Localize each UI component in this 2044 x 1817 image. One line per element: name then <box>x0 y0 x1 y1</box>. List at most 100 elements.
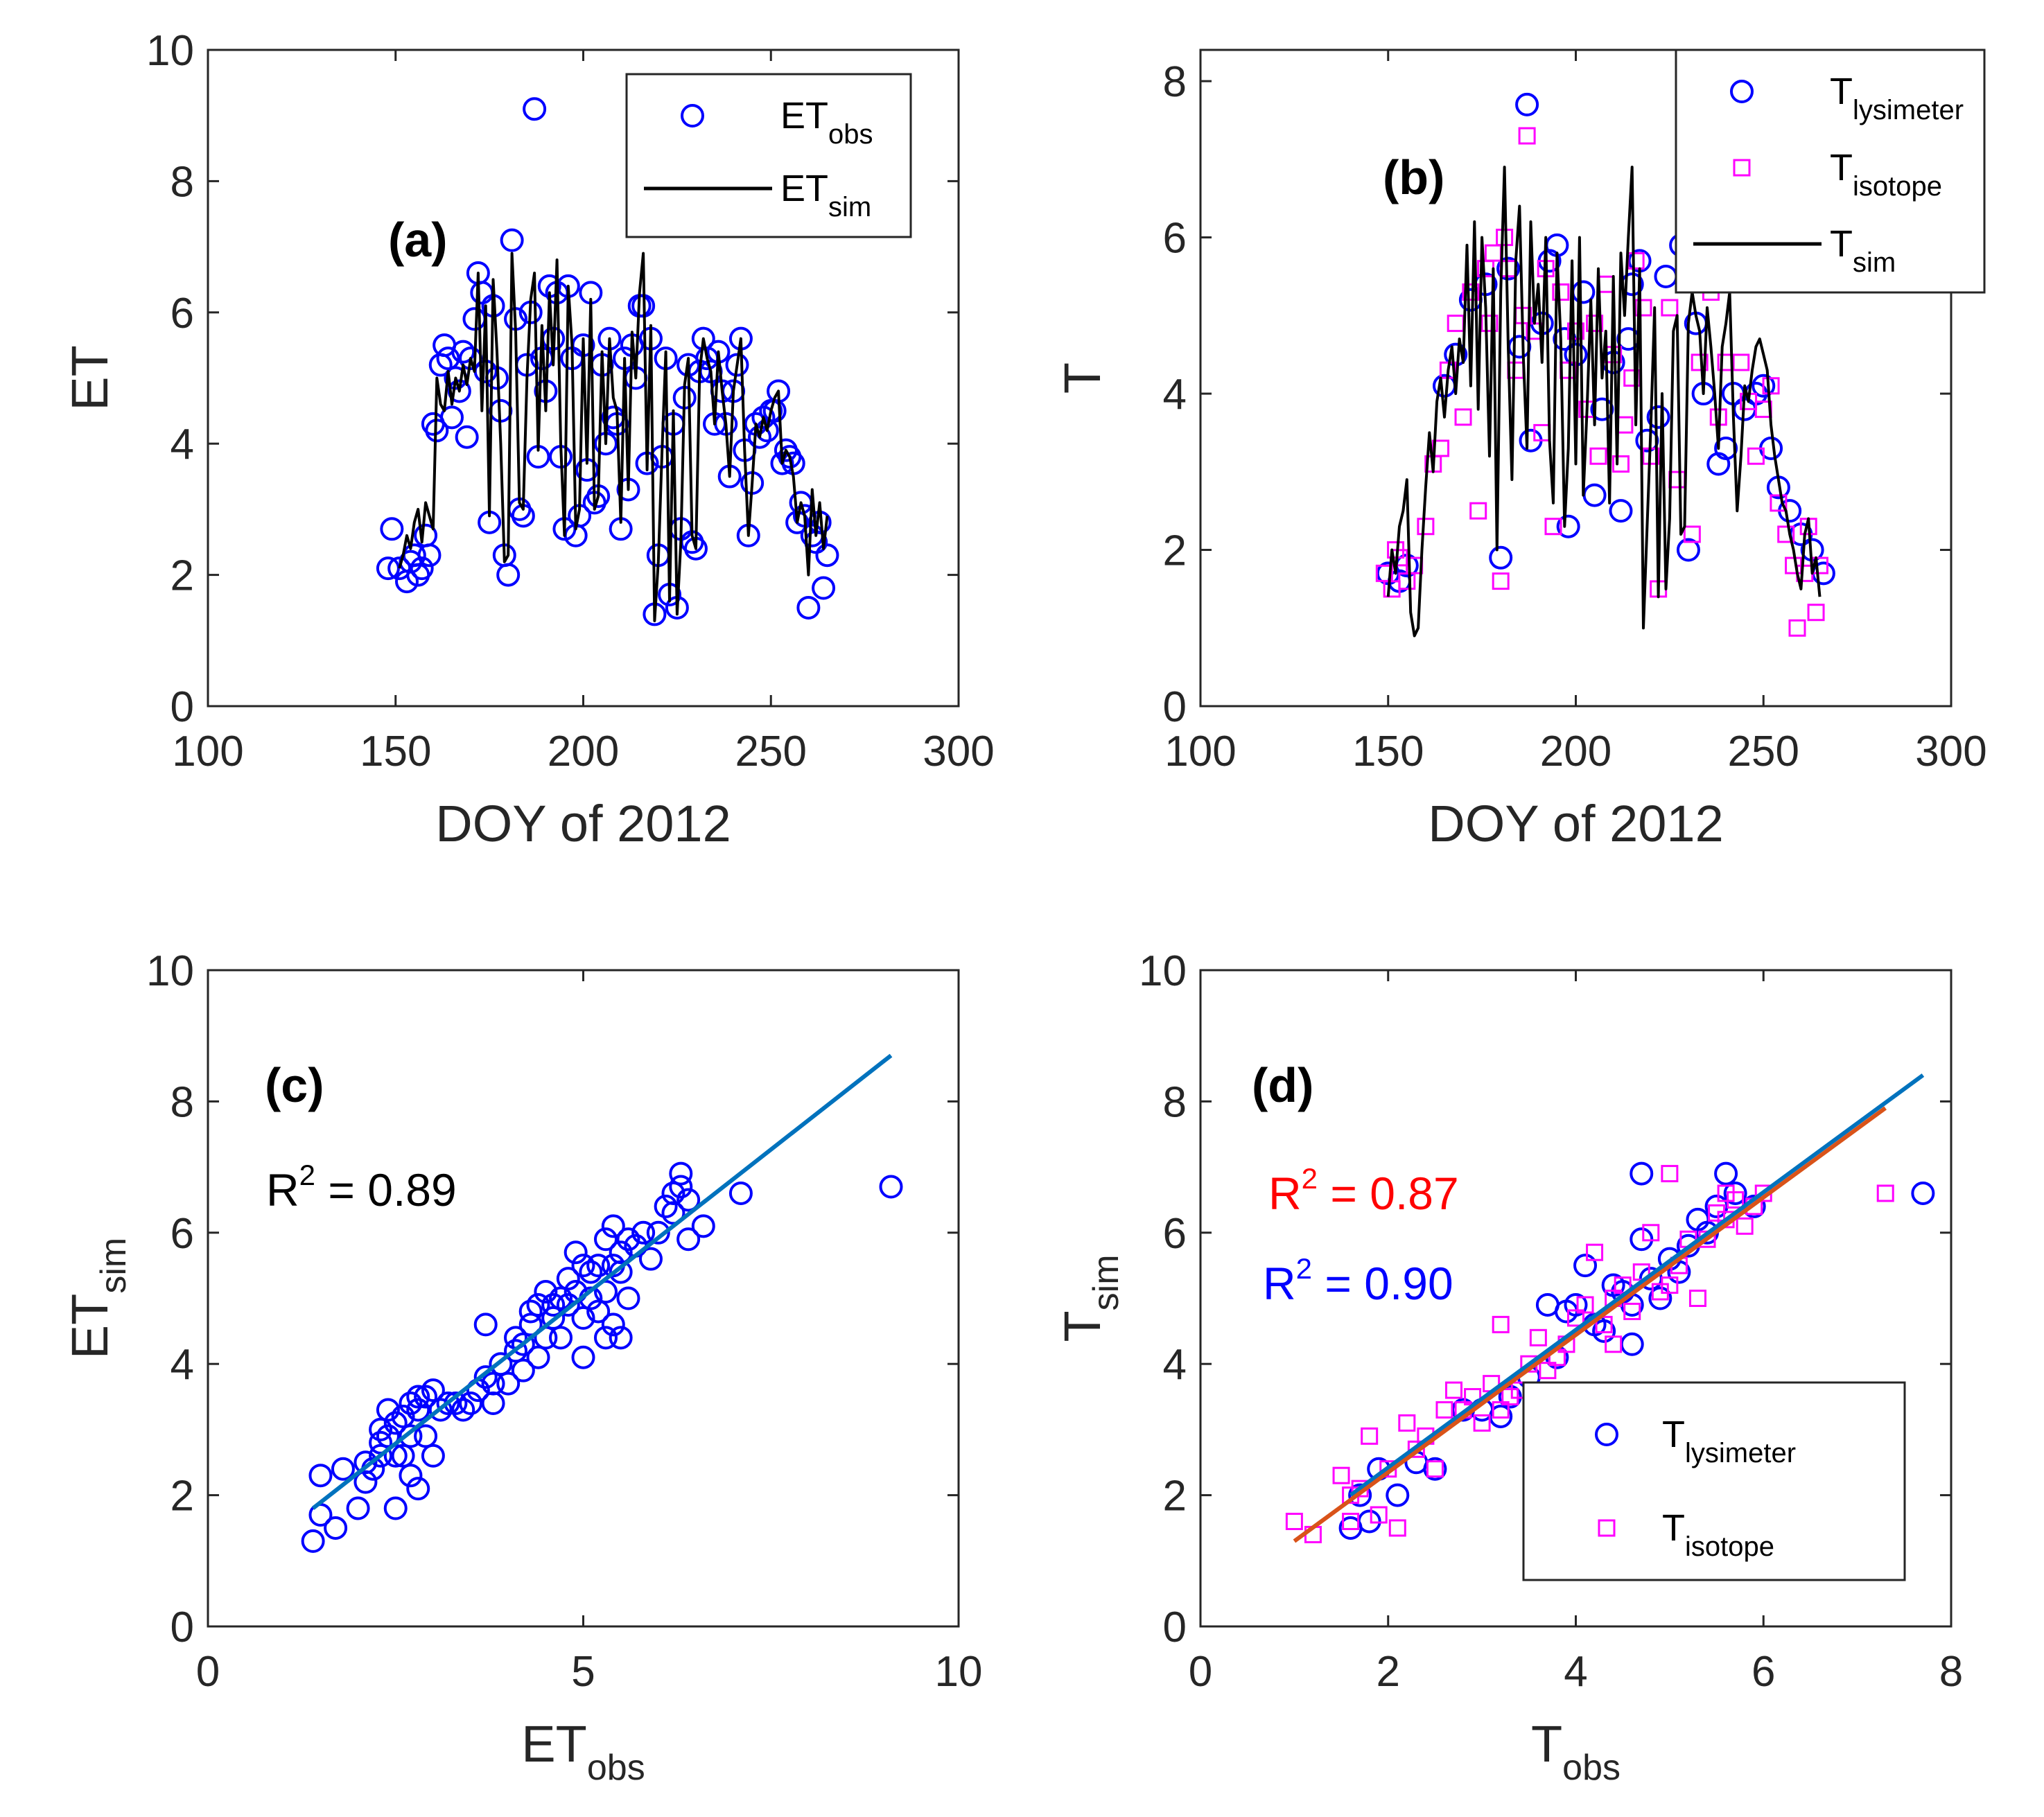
point-et-obs-vs-et-sim <box>534 1280 558 1304</box>
series-line-fit-isotope <box>1293 1106 1887 1543</box>
point-et-obs <box>439 405 464 430</box>
point-et-obs-vs-et-sim <box>399 1464 423 1488</box>
point-et-obs-vs-et-sim <box>541 1292 566 1317</box>
point-et-obs-vs-et-sim <box>579 1260 603 1284</box>
point-t-lysimeter <box>1630 1161 1654 1186</box>
y-tick-label: 6 <box>171 1210 194 1258</box>
point-t-isotope <box>1661 299 1679 317</box>
point-t-isotope <box>1807 604 1825 622</box>
point-et-obs-vs-et-sim <box>556 1267 580 1291</box>
y-tick-label: 2 <box>171 552 194 600</box>
point-et-obs-vs-et-sim <box>481 1392 505 1416</box>
x-axis-label: Tobs <box>1531 1715 1621 1788</box>
point-t-isotope <box>1691 353 1709 371</box>
legend-label-main: ET <box>780 95 828 137</box>
panel-b: 100 150 200 250 300 0 2 4 6 8 DOY of 2012 T (b) Tlysi… <box>1054 49 1987 852</box>
point-et-obs-vs-et-sim <box>391 1443 415 1468</box>
x-tick-label: 10 <box>935 1648 983 1696</box>
y-axis-label: ET <box>61 345 119 411</box>
point-t-isotope <box>1435 1401 1453 1419</box>
point-t-isotope <box>1732 353 1750 371</box>
y-tick-label: 0 <box>171 1604 194 1651</box>
y-axis-label: Tsim <box>1054 1254 1126 1342</box>
y-axis-label-main: ET <box>61 345 119 411</box>
point-t-isotope <box>1342 1512 1360 1530</box>
x-tick-label: 8 <box>1939 1648 1963 1696</box>
point-t-lysimeter <box>1714 1161 1738 1186</box>
plot-area-b <box>1375 92 1835 638</box>
point-t-isotope <box>1597 275 1615 293</box>
point-et-obs-vs-et-sim <box>459 1392 483 1416</box>
legend-marker-circle <box>1595 1423 1618 1446</box>
y-tick-label: 8 <box>1163 58 1187 106</box>
point-et-obs-vs-et-sim <box>331 1457 355 1481</box>
x-tick-label: 100 <box>1164 728 1236 775</box>
y-tick-label: 0 <box>1163 1604 1187 1651</box>
point-et-obs-vs-et-sim <box>669 1161 693 1186</box>
point-t-isotope <box>1462 283 1480 301</box>
point-t-lysimeter <box>1515 92 1539 116</box>
y-tick-label: 4 <box>171 1341 194 1389</box>
point-t-isotope <box>1484 244 1502 262</box>
point-t-lysimeter <box>1609 499 1633 523</box>
point-et-obs-vs-et-sim <box>601 1313 625 1337</box>
point-t-isotope <box>1717 1184 1735 1202</box>
r-squared-annotation-r: R <box>1268 1168 1302 1219</box>
x-axis-label-sub: obs <box>1562 1748 1621 1788</box>
point-t-isotope <box>1614 1276 1632 1294</box>
point-t-isotope <box>1473 1414 1491 1432</box>
point-t-isotope <box>1661 1276 1679 1294</box>
y-tick-label: 4 <box>171 421 194 468</box>
point-t-lysimeter <box>1648 1286 1672 1310</box>
point-et-obs-vs-et-sim <box>428 1398 453 1422</box>
legend-label: Tsim <box>1830 223 1896 278</box>
y-tick-label: 6 <box>1163 1210 1187 1258</box>
point-t-isotope <box>1589 447 1607 465</box>
y-tick-label: 6 <box>171 290 194 337</box>
point-t-isotope <box>1370 1506 1388 1524</box>
point-t-lysimeter <box>1582 483 1607 507</box>
x-axis-label: DOY of 2012 <box>435 795 731 852</box>
point-t-isotope <box>1539 1362 1557 1380</box>
point-et-obs-vs-et-sim <box>369 1443 393 1468</box>
x-tick-label: 5 <box>571 1648 595 1696</box>
point-et-obs <box>455 425 479 449</box>
x-axis-label-main: ET <box>521 1715 587 1773</box>
point-t-isotope <box>1586 315 1604 333</box>
point-t-isotope <box>1426 1460 1444 1478</box>
point-et-obs-vs-et-sim <box>616 1286 640 1310</box>
y-tick-label: 4 <box>1163 1341 1187 1389</box>
point-et-obs <box>470 281 494 305</box>
y-axis-label: ETsim <box>61 1238 134 1359</box>
r-squared-annotation-sup: 2 <box>299 1159 315 1191</box>
point-et-obs-vs-et-sim <box>526 1345 550 1369</box>
x-tick-label: 150 <box>1352 728 1424 775</box>
point-t-isotope <box>1544 518 1562 536</box>
x-tick-label: 4 <box>1564 1648 1587 1696</box>
x-tick-label: 0 <box>196 1648 220 1696</box>
point-et-obs <box>417 543 442 568</box>
r-squared-annotation-rest: = 0.89 <box>315 1164 457 1215</box>
point-et-obs-vs-et-sim <box>414 1385 438 1409</box>
plot-area-a <box>376 97 839 626</box>
point-et-obs <box>451 340 475 364</box>
point-t-isotope <box>1661 1165 1679 1183</box>
point-et-obs <box>796 595 821 620</box>
legend-marker-square <box>1598 1519 1616 1537</box>
x-tick-label: 250 <box>735 728 807 775</box>
point-t-isotope <box>1708 1204 1726 1222</box>
point-t-lysimeter <box>1357 1509 1381 1534</box>
r-squared-annotation-r: R <box>266 1164 299 1215</box>
point-t-lysimeter <box>1723 1181 1747 1205</box>
point-et-obs <box>462 307 487 331</box>
point-t-isotope <box>1683 525 1701 543</box>
point-et-obs-vs-et-sim <box>549 1286 573 1310</box>
point-et-obs-vs-et-sim <box>571 1306 595 1330</box>
legend-box <box>1522 1381 1906 1581</box>
point-t-lysimeter <box>1676 538 1700 562</box>
point-et-obs-vs-et-sim <box>369 1417 393 1441</box>
r-squared-annotation: R2 = 0.90 <box>1263 1252 1453 1309</box>
y-tick-label: 8 <box>171 158 194 206</box>
point-t-isotope <box>1567 322 1584 340</box>
